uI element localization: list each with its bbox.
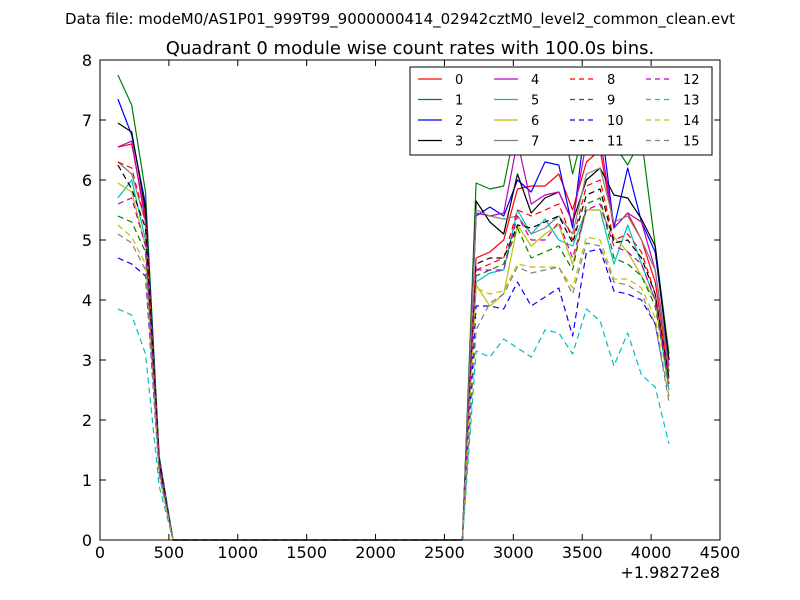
series-line-12: [117, 197, 670, 541]
legend-label-9: 9: [607, 94, 615, 109]
series-line-14: [117, 224, 670, 541]
y-tick-label: 0: [82, 531, 92, 550]
y-tick-label: 2: [82, 411, 92, 430]
legend-label-12: 12: [683, 73, 700, 88]
y-tick-label: 3: [82, 351, 92, 370]
legend-box: [409, 66, 713, 156]
series-line-7: [117, 161, 670, 541]
x-tick-label: 2500: [424, 543, 465, 562]
chart-title: Quadrant 0 module wise count rates with …: [166, 38, 655, 59]
legend-label-1: 1: [455, 94, 463, 109]
x-tick-label: 4000: [631, 543, 672, 562]
x-tick-label: 0: [95, 543, 105, 562]
series-line-4: [117, 137, 670, 541]
legend-label-5: 5: [531, 94, 539, 109]
series-line-6: [117, 182, 670, 541]
y-tick-label: 1: [82, 471, 92, 490]
x-offset-label: +1.98272e8: [620, 563, 720, 582]
legend-label-11: 11: [607, 135, 624, 150]
series-line-0: [117, 143, 670, 541]
series-line-15: [117, 233, 670, 541]
x-tick-label: 3500: [562, 543, 603, 562]
series-line-9: [117, 197, 670, 541]
legend-label-0: 0: [455, 73, 463, 88]
series-line-3: [117, 122, 670, 541]
legend-label-10: 10: [607, 114, 624, 129]
series-line-11: [117, 164, 670, 541]
x-tick-label: 3000: [493, 543, 534, 562]
series-line-5: [117, 179, 670, 541]
suptitle: Data file: modeM0/AS1P01_999T99_90000004…: [65, 10, 735, 29]
x-tick-label: 2000: [355, 543, 396, 562]
legend-label-8: 8: [607, 73, 615, 88]
series-line-10: [117, 248, 670, 541]
axis-ticks: 0 500 1000 1500 2000 2500 3000 3500 4000 45000123…: [82, 51, 741, 562]
x-tick-label: 1500: [286, 543, 327, 562]
legend-label-6: 6: [531, 114, 539, 129]
series-line-2: [117, 98, 670, 541]
legend-label-3: 3: [455, 135, 463, 150]
y-tick-label: 5: [82, 231, 92, 250]
legend-label-7: 7: [531, 135, 539, 150]
legend-label-14: 14: [683, 114, 700, 129]
series-line-13: [117, 308, 670, 541]
x-tick-label: 500: [154, 543, 185, 562]
y-tick-label: 7: [82, 111, 92, 130]
y-tick-label: 6: [82, 171, 92, 190]
legend-label-13: 13: [683, 94, 700, 109]
legend-label-2: 2: [455, 114, 463, 129]
x-tick-label: 1000: [217, 543, 258, 562]
y-tick-label: 8: [82, 51, 92, 70]
x-tick-label: 4500: [700, 543, 741, 562]
series-line-8: [117, 161, 670, 541]
y-tick-label: 4: [82, 291, 92, 310]
legend-label-4: 4: [531, 73, 539, 88]
legend-label-15: 15: [683, 135, 700, 150]
